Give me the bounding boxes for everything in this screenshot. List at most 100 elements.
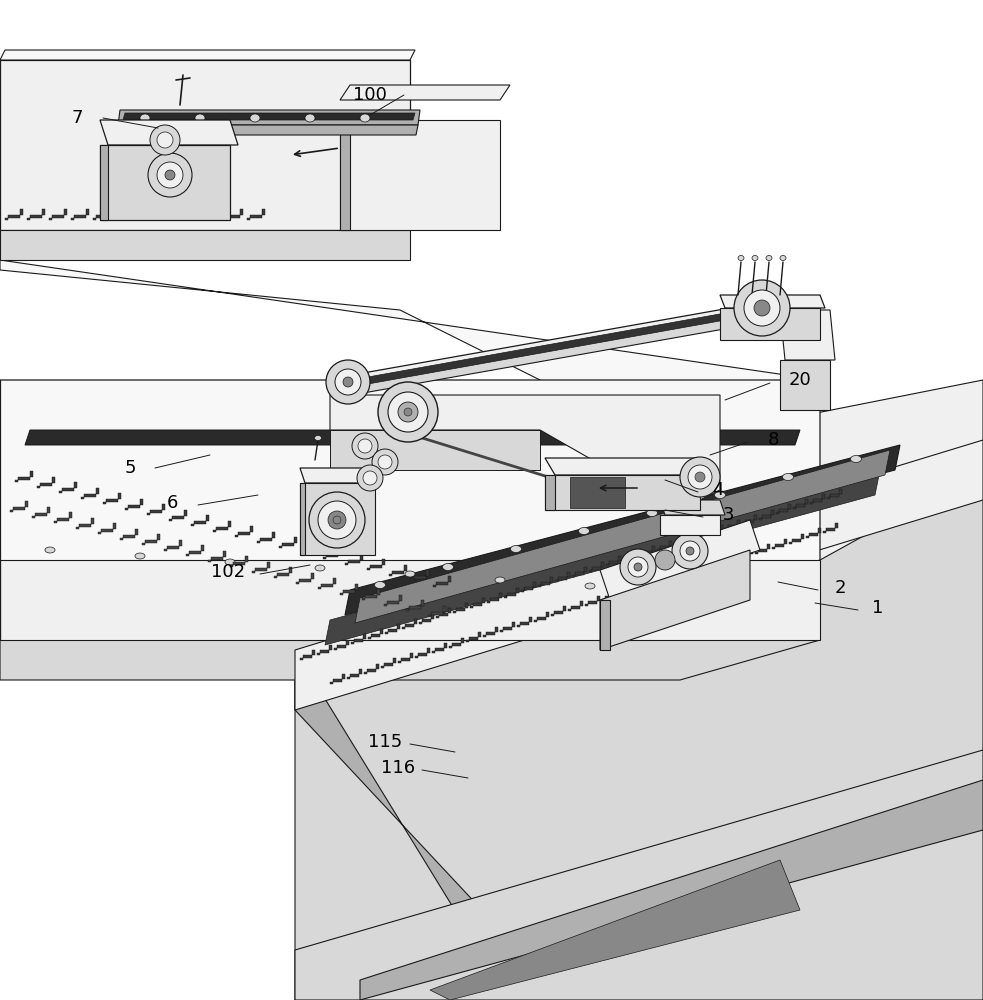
Circle shape xyxy=(388,392,428,432)
Polygon shape xyxy=(300,468,380,483)
Circle shape xyxy=(680,541,700,561)
Polygon shape xyxy=(335,308,775,398)
Polygon shape xyxy=(295,440,983,1000)
Polygon shape xyxy=(776,504,791,514)
Polygon shape xyxy=(355,450,890,623)
Polygon shape xyxy=(742,515,757,525)
Polygon shape xyxy=(0,560,820,640)
Circle shape xyxy=(157,162,183,188)
Polygon shape xyxy=(334,640,349,650)
Text: 115: 115 xyxy=(368,733,402,751)
Polygon shape xyxy=(330,674,345,684)
Polygon shape xyxy=(100,145,108,220)
Polygon shape xyxy=(384,594,402,605)
Polygon shape xyxy=(100,120,238,145)
Polygon shape xyxy=(213,520,231,532)
Circle shape xyxy=(333,516,341,524)
Polygon shape xyxy=(720,295,825,308)
Circle shape xyxy=(358,439,372,453)
Circle shape xyxy=(634,563,642,571)
Circle shape xyxy=(335,369,361,395)
Polygon shape xyxy=(325,470,880,645)
Polygon shape xyxy=(432,643,447,653)
Polygon shape xyxy=(164,540,182,550)
Polygon shape xyxy=(545,475,700,510)
Polygon shape xyxy=(120,528,138,540)
Ellipse shape xyxy=(782,474,793,481)
Polygon shape xyxy=(257,532,275,542)
Polygon shape xyxy=(538,577,553,587)
Polygon shape xyxy=(483,627,498,637)
Circle shape xyxy=(309,492,365,548)
Polygon shape xyxy=(49,209,67,220)
Polygon shape xyxy=(191,515,209,526)
Polygon shape xyxy=(823,523,838,533)
Polygon shape xyxy=(317,645,332,655)
Circle shape xyxy=(744,290,780,326)
Circle shape xyxy=(620,549,656,585)
Polygon shape xyxy=(827,489,842,499)
Text: 116: 116 xyxy=(381,759,415,777)
Polygon shape xyxy=(25,430,800,445)
Polygon shape xyxy=(449,638,464,648)
Polygon shape xyxy=(295,440,983,710)
Circle shape xyxy=(378,382,438,442)
Polygon shape xyxy=(738,549,753,559)
Ellipse shape xyxy=(495,577,505,583)
Ellipse shape xyxy=(675,589,685,595)
Polygon shape xyxy=(653,575,668,585)
Ellipse shape xyxy=(780,255,786,260)
Polygon shape xyxy=(340,584,358,594)
Ellipse shape xyxy=(715,491,725,498)
Polygon shape xyxy=(123,113,415,120)
Polygon shape xyxy=(368,629,383,639)
Polygon shape xyxy=(252,562,270,572)
Circle shape xyxy=(404,408,412,416)
Text: 8: 8 xyxy=(768,431,779,449)
Polygon shape xyxy=(433,576,451,586)
Polygon shape xyxy=(0,50,415,60)
Polygon shape xyxy=(274,567,292,578)
Polygon shape xyxy=(300,483,305,555)
Circle shape xyxy=(165,170,175,180)
Polygon shape xyxy=(10,501,28,512)
Polygon shape xyxy=(589,562,604,572)
Text: 7: 7 xyxy=(71,109,83,127)
Polygon shape xyxy=(203,209,221,220)
Polygon shape xyxy=(113,125,418,135)
Polygon shape xyxy=(0,440,820,680)
Polygon shape xyxy=(789,534,804,544)
Ellipse shape xyxy=(315,436,321,440)
Ellipse shape xyxy=(315,565,325,571)
Polygon shape xyxy=(500,622,515,632)
Polygon shape xyxy=(517,617,532,627)
Polygon shape xyxy=(364,664,379,674)
Polygon shape xyxy=(71,209,89,220)
Polygon shape xyxy=(345,554,363,564)
Polygon shape xyxy=(59,482,77,493)
Polygon shape xyxy=(406,600,424,611)
Polygon shape xyxy=(704,560,719,570)
Polygon shape xyxy=(100,145,230,220)
Ellipse shape xyxy=(752,255,758,260)
Circle shape xyxy=(328,511,346,529)
Polygon shape xyxy=(660,500,725,515)
Polygon shape xyxy=(551,606,566,616)
Polygon shape xyxy=(0,230,410,260)
Circle shape xyxy=(150,125,180,155)
Polygon shape xyxy=(721,554,736,564)
Polygon shape xyxy=(585,596,600,606)
Text: 3: 3 xyxy=(723,506,733,524)
Ellipse shape xyxy=(305,114,315,122)
Text: 20: 20 xyxy=(788,371,811,389)
Polygon shape xyxy=(708,525,723,535)
Polygon shape xyxy=(602,591,617,601)
Polygon shape xyxy=(230,556,248,567)
Polygon shape xyxy=(300,483,375,555)
Polygon shape xyxy=(430,860,800,1000)
Ellipse shape xyxy=(195,114,205,122)
Polygon shape xyxy=(806,528,821,538)
Polygon shape xyxy=(37,477,55,488)
Polygon shape xyxy=(772,539,787,549)
Text: 2: 2 xyxy=(835,579,845,597)
